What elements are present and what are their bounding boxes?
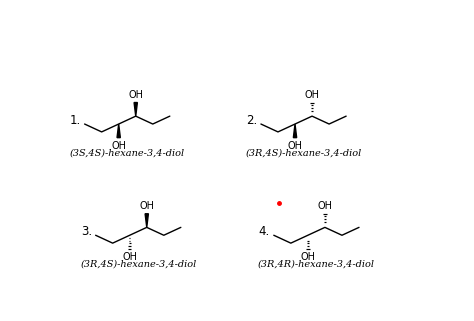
Polygon shape bbox=[293, 124, 297, 138]
Text: 4.: 4. bbox=[259, 225, 270, 238]
Text: OH: OH bbox=[128, 90, 143, 100]
Text: OH: OH bbox=[111, 141, 126, 151]
Text: OH: OH bbox=[305, 90, 319, 100]
Text: 2.: 2. bbox=[246, 114, 257, 127]
Text: OH: OH bbox=[288, 141, 302, 151]
Text: (3R,4R)-hexane-3,4-diol: (3R,4R)-hexane-3,4-diol bbox=[258, 260, 375, 269]
Polygon shape bbox=[117, 124, 120, 138]
Text: 1.: 1. bbox=[70, 114, 81, 127]
Polygon shape bbox=[145, 214, 148, 227]
Text: 3.: 3. bbox=[81, 225, 92, 238]
Text: OH: OH bbox=[301, 252, 315, 262]
Text: (3R,4S)-hexane-3,4-diol: (3R,4S)-hexane-3,4-diol bbox=[80, 260, 196, 269]
Polygon shape bbox=[134, 102, 137, 116]
Text: (3S,4S)-hexane-3,4-diol: (3S,4S)-hexane-3,4-diol bbox=[70, 149, 185, 158]
Text: OH: OH bbox=[139, 201, 154, 211]
Text: OH: OH bbox=[318, 201, 332, 211]
Text: OH: OH bbox=[122, 252, 137, 262]
Text: (3R,4S)-hexane-3,4-diol: (3R,4S)-hexane-3,4-diol bbox=[246, 149, 362, 158]
